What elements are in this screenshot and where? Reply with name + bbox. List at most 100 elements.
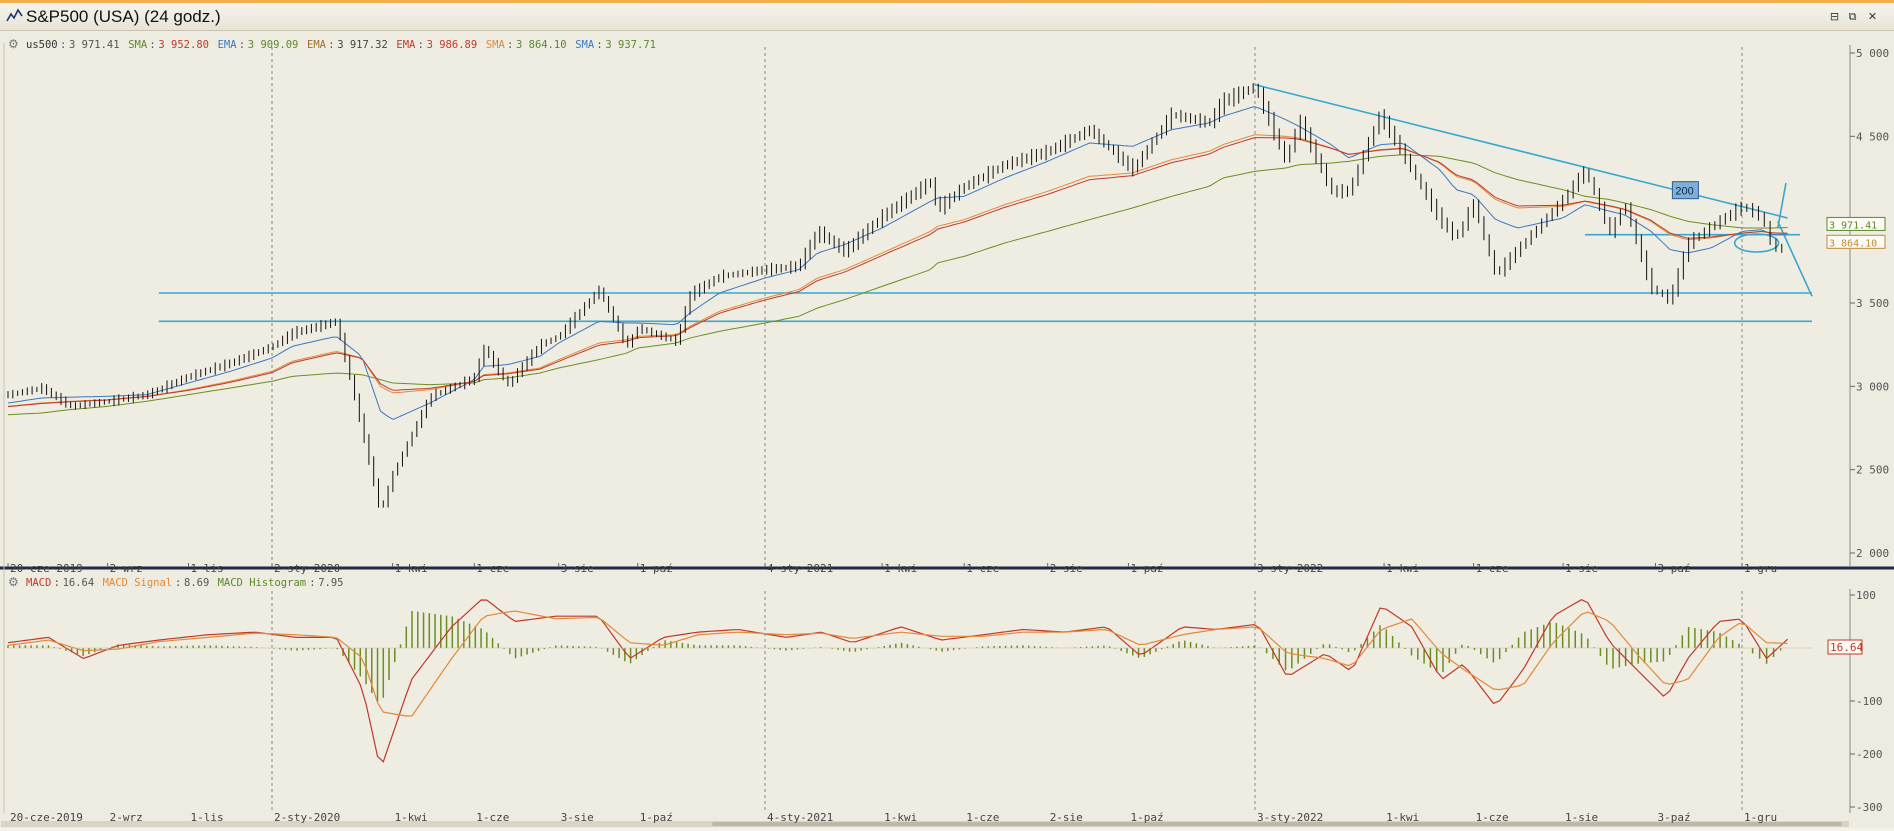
settings-icon[interactable]: ⚙ bbox=[8, 37, 19, 51]
price-x-tick-label: 3-sty-2022 bbox=[1257, 562, 1323, 575]
macd-x-tick-label: 1-paź bbox=[1130, 811, 1163, 824]
price-y-tick-label: 2 000 bbox=[1856, 547, 1889, 560]
macd-x-tick-label: 3-sie bbox=[561, 811, 594, 824]
macd-x-tick-label: 1-paź bbox=[640, 811, 673, 824]
ma-line bbox=[7, 137, 1788, 408]
title-bar: S&P500 (USA) (24 godz.) ⊟ ⧉ ✕ bbox=[0, 3, 1894, 31]
price-x-tick-label: 3-paź bbox=[1657, 562, 1690, 575]
chart-area[interactable]: 20-cze-2019 20-cze-2019 2-wrz 2-wrz 1-lis 1-l… bbox=[0, 31, 1894, 831]
scrollbar-thumb bbox=[712, 822, 1842, 826]
macd-y-tick-label: -200 bbox=[1856, 748, 1883, 761]
annotation-box bbox=[1671, 181, 1699, 200]
price-badge-label: 3 864.10 bbox=[1829, 238, 1877, 249]
legend-name: MACD bbox=[26, 577, 52, 589]
chart-icon bbox=[6, 8, 23, 22]
legend-colon: : bbox=[309, 577, 316, 589]
price-x-tick-label: 2-wrz bbox=[110, 562, 143, 575]
legend-name: MACD Histogram bbox=[217, 577, 307, 589]
legend-name: SMA bbox=[128, 39, 148, 51]
legend-value: 3 917.32 bbox=[337, 39, 388, 51]
legend-value: 3 937.71 bbox=[605, 39, 656, 51]
macd-badge-label: 16.64 bbox=[1830, 641, 1863, 654]
price-x-tick-label: 1-lis bbox=[190, 562, 223, 575]
macd-x-tick-label: 1-cze bbox=[476, 811, 509, 824]
price-x-tick-label: 2-sty-2020 bbox=[274, 562, 340, 575]
macd-x-tick-label: 20-cze-2019 bbox=[10, 811, 83, 824]
settings-icon[interactable]: ⚙ bbox=[8, 575, 19, 589]
macd-legend: ⚙ MACD:16.64 MACD Signal:8.69 MACD Histogra… bbox=[0, 575, 1000, 591]
legend-value: 7.95 bbox=[318, 577, 344, 589]
restore-icon[interactable]: ⧉ bbox=[1848, 10, 1857, 23]
price-x-tick-label: 3-sie bbox=[561, 562, 594, 575]
macd-x-tick-label: 1-cze bbox=[966, 811, 999, 824]
price-legend: ⚙ us500:3 971.41 SMA:3 952.80 EMA:3 909.09 E… bbox=[0, 37, 1000, 53]
price-badge bbox=[1826, 234, 1886, 249]
consolidation-ellipse bbox=[1733, 233, 1780, 253]
macd-x-tick-label: 1-lis bbox=[190, 811, 223, 824]
legend-value: 3 952.80 bbox=[158, 39, 209, 51]
macd-x-tick-label: 2-sty-2020 bbox=[274, 811, 340, 824]
macd-x-tick-label: 2-sie bbox=[1050, 811, 1083, 824]
macd-line bbox=[7, 610, 1788, 717]
legend-colon: : bbox=[60, 39, 67, 51]
ma-line bbox=[7, 134, 1788, 407]
price-x-tick-label: 1-cze bbox=[476, 562, 509, 575]
close-icon[interactable]: ✕ bbox=[1867, 10, 1878, 23]
legend-colon: : bbox=[417, 39, 424, 51]
macd-panel-bg bbox=[6, 589, 1850, 809]
macd-y-tick-label: 100 bbox=[1856, 589, 1876, 602]
macd-x-tick-label: 1-kwi bbox=[884, 811, 917, 824]
price-x-tick-label: 1-paź bbox=[640, 562, 673, 575]
legend-name: MACD Signal bbox=[102, 577, 173, 589]
legend-name: SMA bbox=[485, 39, 505, 51]
legend-colon: : bbox=[175, 577, 182, 589]
price-x-tick-label: 2-sie bbox=[1050, 562, 1083, 575]
annotation-label: 200 bbox=[1675, 186, 1693, 198]
price-x-tick-label: 20-cze-2019 bbox=[10, 562, 83, 575]
price-x-tick-label: 1-sie bbox=[1565, 562, 1598, 575]
price-y-tick-label: 5 000 bbox=[1856, 47, 1889, 60]
price-x-tick-label: 1-kwi bbox=[884, 562, 917, 575]
price-panel-bg bbox=[6, 45, 1850, 561]
macd-x-tick-label: 1-kwi bbox=[1386, 811, 1419, 824]
legend-colon: : bbox=[328, 39, 335, 51]
macd-x-tick-label: 3-sty-2022 bbox=[1257, 811, 1323, 824]
price-y-tick-label: 3 000 bbox=[1856, 380, 1889, 393]
macd-x-tick-label: 1-cze bbox=[1476, 811, 1509, 824]
legend-value: 8.69 bbox=[184, 577, 210, 589]
ma-line bbox=[7, 154, 1788, 416]
macd-x-tick-label: 1-sie bbox=[1565, 811, 1598, 824]
legend-name: EMA bbox=[217, 39, 237, 51]
macd-badge bbox=[1827, 639, 1863, 655]
price-y-tick-label: 3 500 bbox=[1856, 297, 1889, 310]
legend-name: us500 bbox=[26, 39, 58, 51]
price-x-tick-label: 1-kwi bbox=[395, 562, 428, 575]
legend-value: 3 986.89 bbox=[426, 39, 478, 51]
price-x-tick-label: 1-cze bbox=[1476, 562, 1509, 575]
price-badge-label: 3 971.41 bbox=[1829, 220, 1877, 231]
price-x-tick-label: 1-cze bbox=[966, 562, 999, 575]
legend-value: 3 909.09 bbox=[247, 39, 299, 51]
legend-colon: : bbox=[507, 39, 514, 51]
macd-x-tick-label: 1-kwi bbox=[395, 811, 428, 824]
macd-x-tick-label: 1-gru bbox=[1744, 811, 1777, 824]
legend-name: SMA bbox=[575, 39, 595, 51]
price-x-tick-label: 1-gru bbox=[1744, 562, 1777, 575]
legend-colon: : bbox=[149, 39, 156, 51]
legend-value: 16.64 bbox=[62, 577, 95, 589]
macd-x-tick-label: 3-paź bbox=[1657, 811, 1690, 824]
legend-colon: : bbox=[238, 39, 246, 51]
trend-line bbox=[1777, 221, 1813, 297]
macd-x-tick-label: 4-sty-2021 bbox=[767, 811, 833, 824]
minimize-icon[interactable]: ⊟ bbox=[1829, 10, 1840, 23]
legend-name: EMA bbox=[307, 39, 326, 51]
price-x-tick-label: 1-paź bbox=[1130, 562, 1163, 575]
legend-colon: : bbox=[53, 577, 60, 589]
trend-line bbox=[1777, 182, 1787, 229]
legend-value: 3 971.41 bbox=[69, 39, 120, 51]
legend-colon: : bbox=[596, 39, 603, 51]
price-x-tick-label: 1-kwi bbox=[1386, 562, 1419, 575]
macd-y-tick-label: -300 bbox=[1856, 801, 1883, 814]
price-y-tick-label: 2 500 bbox=[1856, 464, 1889, 477]
